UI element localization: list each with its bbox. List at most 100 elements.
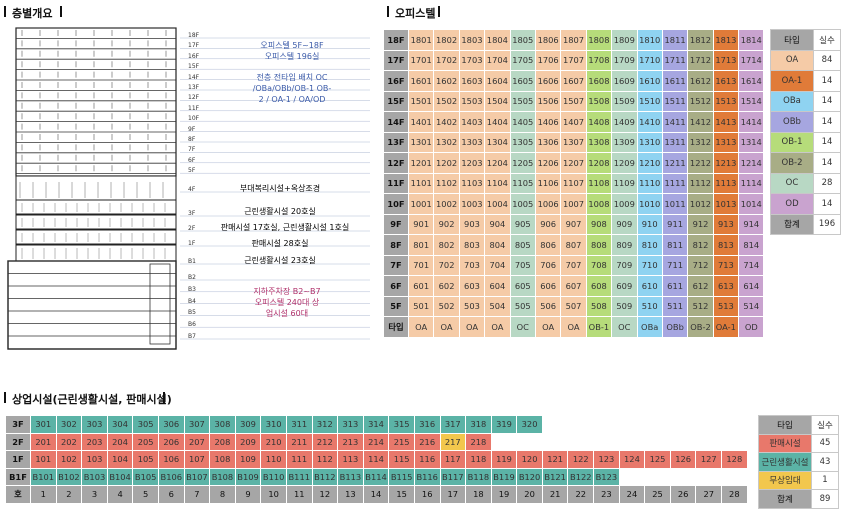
office-unit-cell: 1208 — [585, 152, 613, 174]
commercial-empty-cell — [669, 432, 697, 451]
office-unit-cell: 1109 — [611, 172, 638, 194]
office-floor-label: 14F — [383, 111, 409, 133]
office-unit-cell: 1413 — [712, 111, 740, 133]
legend-count: 45 — [811, 433, 839, 453]
title-bar-left — [4, 6, 6, 17]
commercial-unit-cell: 117 — [439, 450, 467, 469]
commercial-unit-cell: B102 — [55, 467, 83, 486]
note-park-line2: 오피스텔 240대 상 — [254, 298, 320, 307]
commercial-floor-row: 호 1 2 3 4 5 6 7 8 9 10 11 12 13 14 15 16 17 18 19 20 21 22 23 24… — [5, 485, 748, 504]
office-unit-cell: 1704 — [484, 49, 511, 71]
office-unit-cell: 1101 — [407, 172, 435, 194]
office-unit-cell: 1405 — [509, 111, 536, 133]
commercial-unit-cell: 213 — [337, 432, 364, 451]
legend-count: 28 — [813, 172, 841, 194]
office-unit-cell: 1002 — [433, 193, 460, 215]
commercial-empty-cell — [695, 432, 723, 451]
office-unit-cell: 1804 — [484, 29, 511, 51]
commercial-empty-cell — [516, 432, 543, 451]
office-type-row-label: 타입 — [383, 316, 409, 338]
commercial-unit-cell: 28 — [721, 485, 748, 504]
office-unit-cell: 1805 — [509, 29, 536, 51]
office-unit-cell: 611 — [661, 275, 689, 297]
office-unit-cell: 1313 — [712, 131, 740, 153]
commercial-empty-cell — [567, 415, 595, 434]
office-unit-cell: 1009 — [611, 193, 638, 215]
office-unit-cell: 1206 — [534, 152, 562, 174]
office-unit-cell: 1713 — [712, 49, 740, 71]
commercial-empty-cell — [721, 415, 748, 434]
legend-header-type: 타입 — [770, 29, 814, 51]
office-unit-cell: 1603 — [458, 70, 486, 92]
office-unit-cell: 1411 — [661, 111, 689, 133]
office-title: 오피스텔 — [395, 7, 436, 20]
note-park-line1: 지하주차장 B2~B7 — [253, 287, 321, 296]
floor-label-10f: 10F — [188, 115, 200, 123]
commercial-unit-cell: B116 — [413, 467, 441, 486]
office-unit-cell: 504 — [484, 295, 511, 317]
office-unit-cell: 1003 — [458, 193, 486, 215]
office-unit-cell: 1214 — [738, 152, 765, 174]
note-3f: 근린생활시설 20호실 — [244, 207, 316, 216]
commercial-empty-cell — [567, 432, 595, 451]
office-unit-cell: 1707 — [560, 49, 587, 71]
commercial-unit-cell: 113 — [337, 450, 364, 469]
commercial-unit-cell: 20 — [516, 485, 543, 504]
legend-type-swatch: OBa — [770, 90, 814, 112]
office-unit-cell: 1612 — [687, 70, 714, 92]
office-floor-label: 5F — [383, 295, 409, 317]
commercial-unit-cell: 204 — [106, 432, 134, 451]
office-unit-cell: 1503 — [458, 90, 486, 112]
office-type-row: 타입 OA OA OA OA OC OA OA OB-1 OC OBa OBb OB-2 OA-1 OD — [383, 316, 765, 338]
office-floor-row: 15F 1501 1502 1503 1504 1505 1506 1507 1508 1509 1… — [383, 90, 765, 112]
office-unit-cell: 1607 — [560, 70, 587, 92]
office-unit-cell: 1209 — [611, 152, 638, 174]
office-unit-cell: 612 — [687, 275, 714, 297]
office-unit-cell: 1514 — [738, 90, 765, 112]
office-unit-cell: 904 — [484, 213, 511, 235]
commercial-unit-cell: 218 — [465, 432, 492, 451]
note-2f: 판매시설 17호실, 근린생활시설 1호실 — [220, 223, 350, 232]
commercial-unit-cell: B112 — [311, 467, 339, 486]
floor-label-17f: 17F — [188, 42, 200, 50]
commercial-unit-cell: 127 — [695, 450, 723, 469]
office-unit-cell: 803 — [458, 234, 486, 256]
commercial-floor-label: 1F — [5, 450, 31, 469]
office-unit-cell: 1505 — [509, 90, 536, 112]
title-bar-right — [60, 6, 62, 17]
commercial-unit-cell: 320 — [516, 415, 543, 434]
commercial-unit-cell: 217 — [439, 432, 467, 451]
office-unit-cell: 1307 — [560, 131, 587, 153]
office-unit-cell: 809 — [611, 234, 638, 256]
office-unit-cell: 609 — [611, 275, 638, 297]
commercial-unit-cell: B121 — [541, 467, 569, 486]
overview-title: 층별개요 — [12, 7, 53, 20]
note-office-line4: /OBa/OBb/OB-1 OB- — [252, 84, 332, 93]
office-unit-cell: 1501 — [407, 90, 435, 112]
office-unit-cell: 512 — [687, 295, 714, 317]
commercial-unit-cell: 120 — [516, 450, 543, 469]
office-floor-row: 13F 1301 1302 1303 1304 1305 1306 1307 1308 1309 1… — [383, 131, 765, 153]
legend-count: 14 — [813, 90, 841, 112]
office-unit-cell: 708 — [585, 254, 613, 276]
commercial-unit-cell: B108 — [209, 467, 236, 486]
office-unit-cell: 1407 — [560, 111, 587, 133]
commercial-floor-row: 3F 301 302 303 304 305 306 307 308 309 310 311 312 31… — [5, 415, 748, 434]
office-unit-cell: 1402 — [433, 111, 460, 133]
commercial-empty-cell — [721, 467, 748, 486]
floor-label-b4: B4 — [188, 297, 196, 305]
commercial-unit-cell: 115 — [388, 450, 415, 469]
commercial-unit-cell: 311 — [285, 415, 313, 434]
office-floor-label: 17F — [383, 49, 409, 71]
office-unit-cell: 1006 — [534, 193, 562, 215]
office-unit-cell: 1211 — [661, 152, 689, 174]
office-unit-cell: 514 — [738, 295, 765, 317]
commercial-unit-cell: 208 — [209, 432, 236, 451]
office-floor-label: 8F — [383, 234, 409, 256]
office-unit-cell: 1102 — [433, 172, 460, 194]
office-unit-cell: 1812 — [687, 29, 714, 51]
commercial-floor-label: 3F — [5, 415, 31, 434]
commercial-title: 상업시설(근린생활시설, 판매시설) — [12, 393, 172, 406]
commercial-unit-cell: 110 — [260, 450, 287, 469]
commercial-unit-cell: 10 — [260, 485, 287, 504]
